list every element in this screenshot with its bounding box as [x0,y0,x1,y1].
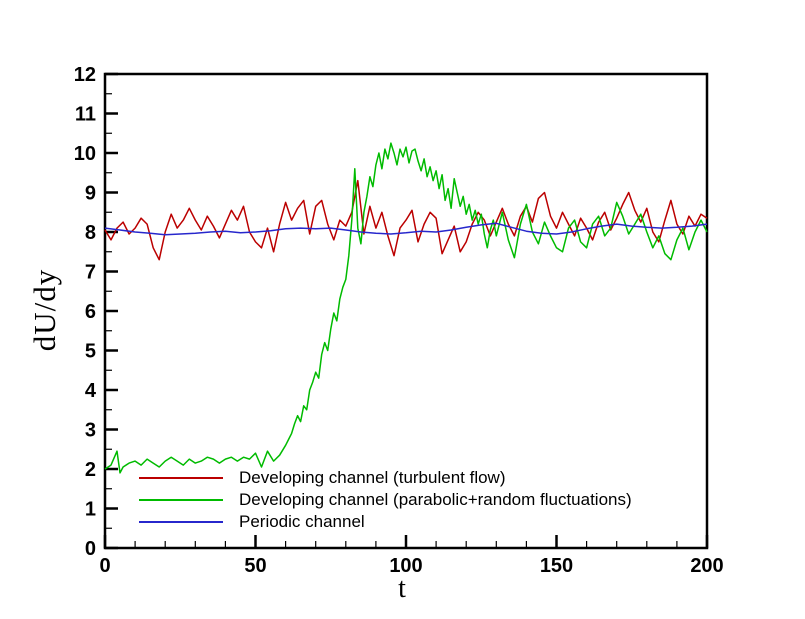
y-tick-label: 3 [85,420,96,442]
y-axis-title: dU/dy [27,268,62,352]
y-tick-label: 2 [85,459,96,481]
y-tick-label: 7 [85,262,96,284]
legend-item: Developing channel (parabolic+random flu… [139,489,632,511]
y-tick-label: 9 [85,183,96,205]
legend: Developing channel (turbulent flow) Deve… [139,467,632,533]
x-tick-label: 0 [99,555,110,577]
x-tick-label: 150 [540,555,573,577]
y-tick-label: 10 [74,143,96,165]
y-tick-label: 6 [85,301,96,323]
legend-item: Developing channel (turbulent flow) [139,467,632,489]
legend-label: Developing channel (parabolic+random flu… [239,490,632,509]
legend-line-red [139,477,223,479]
y-tick-label: 5 [85,341,96,363]
x-tick-label: 50 [244,555,266,577]
x-tick-label: 200 [690,555,723,577]
plot-frame [103,72,709,550]
series-line-0 [104,179,708,261]
y-tick-label: 4 [85,380,97,402]
legend-line-blue [139,521,223,523]
legend-label: Periodic channel [239,512,365,531]
legend-label: Developing channel (turbulent flow) [239,468,506,487]
legend-line-green [139,499,223,501]
y-tick-label: 11 [75,104,96,126]
x-tick-label: 100 [389,555,422,577]
legend-item: Periodic channel [139,511,632,533]
y-tick-label: 1 [85,499,96,521]
y-tick-label: 8 [85,222,96,244]
series-line-1 [104,142,708,474]
y-tick-label: 0 [85,538,96,560]
series-line-2 [104,222,708,236]
x-axis-title: t [398,573,406,604]
y-tick-label: 12 [74,64,96,86]
